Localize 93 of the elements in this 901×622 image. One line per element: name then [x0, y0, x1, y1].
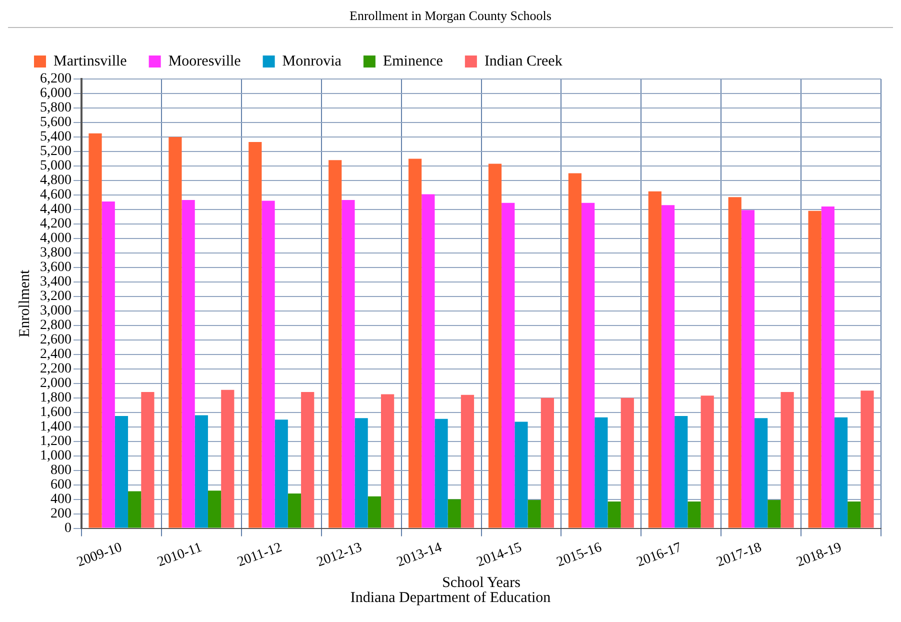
- y-tick-label: 4,400: [40, 202, 72, 218]
- bar: [208, 490, 222, 528]
- y-tick-label: 5,600: [40, 115, 72, 130]
- legend-label: Monrovia: [282, 53, 342, 70]
- bar: [221, 390, 234, 528]
- bar: [608, 501, 621, 528]
- y-tick-label: 800: [50, 462, 72, 478]
- legend-label: Indian Creek: [484, 53, 563, 70]
- bar: [342, 200, 355, 528]
- y-tick-label: 4,800: [40, 173, 72, 188]
- bar: [301, 392, 314, 528]
- y-tick-label: 200: [50, 506, 72, 522]
- bar: [328, 160, 342, 528]
- y-tick-label: 1,600: [40, 404, 72, 420]
- bar: [661, 205, 675, 528]
- bar: [182, 200, 195, 528]
- bar: [114, 416, 128, 528]
- y-tick-label: 5,800: [40, 100, 72, 116]
- bar: [262, 200, 275, 528]
- y-tick-label: 400: [50, 492, 72, 507]
- bar: [274, 420, 288, 528]
- chart-title: Enrollment in Morgan County Schools: [8, 8, 893, 28]
- bar: [368, 496, 381, 528]
- bar: [502, 202, 515, 528]
- x-tick-label: 2011-12: [236, 540, 284, 570]
- y-tick-label: 5,000: [40, 158, 72, 174]
- bar: [741, 210, 755, 528]
- bar: [860, 390, 874, 528]
- x-tick-label: 2010-11: [156, 540, 204, 570]
- y-tick-label: 0: [64, 520, 72, 536]
- y-tick-label: 5,200: [40, 144, 72, 160]
- y-tick-label: 2,800: [40, 318, 72, 334]
- bar: [408, 158, 422, 528]
- y-tick-label: 2,200: [40, 362, 72, 377]
- y-axis-title: Enrollment: [16, 269, 33, 338]
- bar: [834, 417, 848, 528]
- bar: [594, 417, 608, 528]
- bar: [248, 142, 262, 528]
- y-tick-label: 2,600: [40, 332, 72, 348]
- y-tick-label: 3,200: [40, 289, 72, 304]
- y-tick-label: 3,600: [40, 260, 72, 276]
- text: Indiana Department of Education: [349, 590, 552, 607]
- x-axis-title: School Years: [442, 574, 521, 591]
- bar: [648, 191, 662, 528]
- y-tick-label: 1,200: [40, 434, 72, 449]
- bar: [128, 491, 142, 528]
- legend-label: Mooresville: [168, 53, 242, 70]
- bar: [514, 422, 528, 528]
- y-tick-label: 2,000: [40, 376, 72, 392]
- bar: [688, 501, 701, 528]
- bar: [88, 133, 102, 528]
- y-tick-label: 6,200: [40, 72, 72, 87]
- y-tick-label: 4,600: [40, 188, 72, 203]
- bar: [821, 206, 834, 528]
- y-tick-label: 6,000: [40, 86, 72, 102]
- bar: [434, 418, 448, 528]
- bar: [528, 500, 541, 528]
- bar: [460, 394, 474, 528]
- bar: [728, 197, 742, 528]
- bar: [848, 501, 861, 528]
- bar: [141, 392, 154, 528]
- bar: [540, 398, 554, 528]
- bar: [582, 202, 595, 528]
- bar: [620, 398, 634, 528]
- bar: [568, 173, 582, 528]
- y-tick-label: 3,400: [40, 274, 72, 290]
- bar: [448, 499, 461, 528]
- legend-label: Martinsville: [54, 53, 128, 70]
- y-tick-label: 1,000: [40, 448, 72, 464]
- y-tick-label: 3,800: [40, 246, 72, 261]
- y-tick-label: 4,200: [40, 216, 72, 232]
- y-tick-label: 1,800: [40, 390, 72, 406]
- bar: [194, 415, 208, 528]
- bar: [168, 136, 182, 528]
- y-tick-label: 5,400: [40, 130, 72, 145]
- bar: [354, 418, 368, 528]
- bar: [674, 416, 688, 528]
- bar: [288, 493, 302, 528]
- legend-label: Eminence: [382, 53, 444, 70]
- bar: [780, 392, 794, 528]
- y-tick-label: 3,000: [40, 304, 72, 319]
- bar: [102, 201, 115, 528]
- bar: [768, 500, 781, 528]
- bar: [488, 164, 502, 528]
- y-tick-label: 2,400: [40, 347, 72, 362]
- bar: [380, 394, 394, 528]
- bar: [700, 396, 714, 528]
- y-tick-label: 1,400: [40, 419, 72, 434]
- bar: [422, 194, 435, 528]
- bar: [754, 418, 768, 528]
- bar: [808, 210, 822, 528]
- y-tick-label: 600: [50, 477, 72, 492]
- y-tick-label: 4,000: [40, 231, 72, 246]
